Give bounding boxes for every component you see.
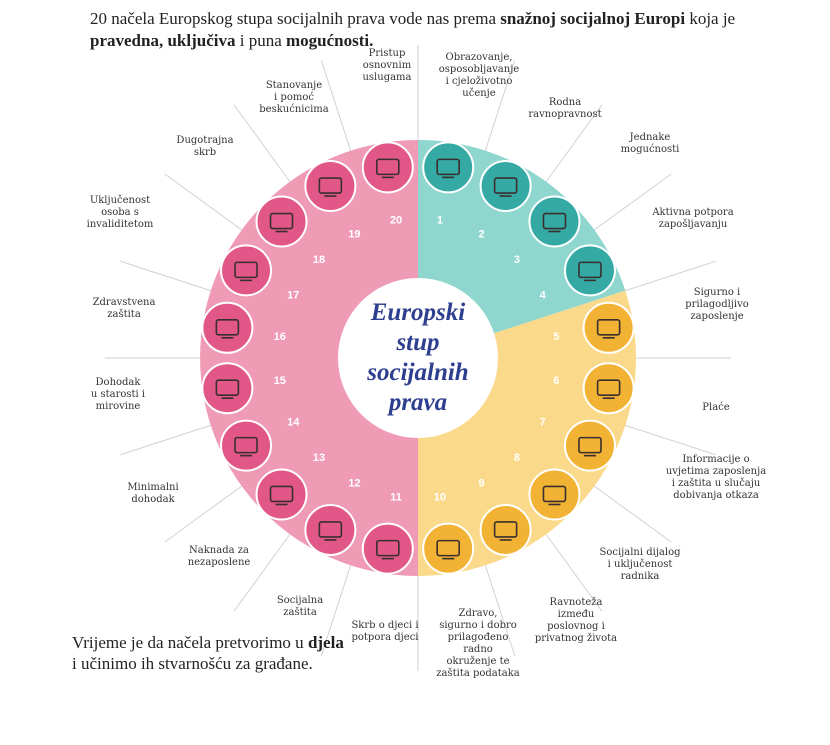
header-part: i puna bbox=[235, 31, 287, 50]
header-part: koja je bbox=[685, 9, 736, 28]
ray-line bbox=[590, 173, 672, 233]
principle-number: 9 bbox=[478, 478, 484, 490]
basic-services-icon bbox=[361, 141, 414, 194]
header-bold: snažnoj socijalnoj Europi bbox=[500, 9, 686, 28]
principle-label: Pristup osnovnim uslugama bbox=[362, 48, 411, 83]
ray-line bbox=[120, 423, 215, 456]
footer-part: Vrijeme je da načela pretvorimo u bbox=[72, 633, 308, 652]
ray-line bbox=[233, 104, 293, 186]
header-bold: mogućnosti. bbox=[286, 31, 374, 50]
principle-number: 7 bbox=[540, 417, 546, 429]
footer-part: i učinimo ih stvarnošću za građane. bbox=[72, 654, 313, 673]
principle-label: Plaće bbox=[702, 402, 729, 413]
safe-worker-icon bbox=[422, 522, 475, 575]
pension-document-icon bbox=[201, 362, 254, 415]
principle-number: 5 bbox=[553, 331, 559, 343]
ray-line bbox=[483, 60, 516, 155]
principle-label: Stanovanje i pomoć beskućnicima bbox=[259, 80, 328, 115]
child-care-icon bbox=[361, 522, 414, 575]
principle-number: 11 bbox=[390, 491, 402, 503]
minimum-income-icon bbox=[220, 419, 273, 472]
principle-number: 20 bbox=[390, 215, 402, 227]
principle-label: Dugotrajna skrb bbox=[176, 135, 233, 158]
principle-label: Ravnoteža između poslovnog i privatnog živo… bbox=[535, 597, 617, 644]
education-monitor-icon bbox=[422, 141, 475, 194]
ray-line bbox=[621, 260, 716, 293]
principle-number: 17 bbox=[287, 289, 299, 301]
ray-line bbox=[320, 60, 353, 155]
ray-line bbox=[320, 561, 353, 656]
principle-label: Sigurno i prilagodljivo zaposlenje bbox=[685, 287, 749, 322]
ray-line bbox=[233, 530, 293, 612]
principle-labels: Obrazovanje, osposobljavanje i cjeloživotn… bbox=[87, 48, 767, 679]
center-line: stup bbox=[395, 329, 439, 356]
footer-text: Vrijeme je da načela pretvorimo u djela … bbox=[72, 632, 352, 674]
health-kit-icon bbox=[201, 301, 254, 354]
header-text: 20 načela Europskog stupa socijalnih pra… bbox=[90, 8, 810, 52]
center-line: prava bbox=[387, 389, 447, 416]
principle-number: 3 bbox=[514, 254, 520, 266]
social-protection-icon bbox=[304, 503, 357, 556]
ray-line bbox=[164, 173, 246, 233]
footer-bold: djela bbox=[307, 633, 344, 652]
presentation-board-icon bbox=[563, 244, 616, 297]
handshake-icon bbox=[528, 468, 581, 521]
rays bbox=[105, 45, 731, 671]
principle-label: Aktivna potpora zapošljavanju bbox=[651, 207, 733, 230]
principle-number: 14 bbox=[287, 417, 300, 429]
principle-number: 2 bbox=[478, 228, 484, 240]
principle-label: Zdravo, sigurno i dobro prilagođeno radno ok… bbox=[436, 608, 520, 679]
gender-scales-icon bbox=[479, 160, 532, 213]
principle-label: Jednake mogućnosti bbox=[621, 132, 680, 155]
center-line: Europski bbox=[370, 299, 466, 326]
principle-label: Socijalna zaštita bbox=[277, 595, 323, 618]
center-line: socijalnih bbox=[366, 359, 468, 386]
work-life-icon bbox=[479, 503, 532, 556]
header-bold: pravedna, uključiva bbox=[90, 31, 236, 50]
principle-label: Minimalni dohodak bbox=[127, 482, 178, 505]
principle-label: Naknada za nezaposlene bbox=[188, 545, 251, 568]
equal-opportunities-icon bbox=[528, 195, 581, 248]
info-shield-icon bbox=[563, 419, 616, 472]
wheelchair-icon bbox=[220, 244, 273, 297]
ray-line bbox=[483, 561, 516, 656]
workers-icon bbox=[582, 301, 635, 354]
principle-label: Informacije o uvjetima zaposlenja i zaštit… bbox=[666, 454, 766, 501]
principle-number: 8 bbox=[514, 452, 520, 464]
principle-number: 13 bbox=[313, 452, 325, 464]
principle-number: 6 bbox=[553, 375, 559, 387]
center-title: Europski stup socijalnih prava bbox=[366, 299, 468, 416]
principle-label: Skrb o djeci i potpora djeci bbox=[351, 620, 418, 643]
ray-line bbox=[621, 423, 716, 456]
center-circle bbox=[338, 278, 498, 438]
principle-label: Rodna ravnopravnost bbox=[528, 97, 601, 120]
wage-growth-icon bbox=[582, 362, 635, 415]
principle-label: Dohodak u starosti i mirovine bbox=[91, 377, 145, 412]
housing-icon bbox=[304, 160, 357, 213]
unemployment-umbrella-icon bbox=[255, 468, 308, 521]
principle-label: Zdravstvena zaštita bbox=[93, 297, 156, 320]
ray-line bbox=[590, 483, 672, 543]
principle-number: 16 bbox=[274, 331, 286, 343]
principle-number: 12 bbox=[348, 478, 360, 490]
principle-label: Socijalni dijalog i uključenost radnika bbox=[599, 547, 681, 582]
principle-number: 1 bbox=[437, 215, 443, 227]
ray-line bbox=[120, 260, 215, 293]
principle-number: 18 bbox=[313, 254, 325, 266]
long-term-care-icon bbox=[255, 195, 308, 248]
icon-bubbles bbox=[201, 141, 635, 575]
ray-line bbox=[543, 530, 603, 612]
principle-number: 19 bbox=[348, 228, 360, 240]
principle-number: 15 bbox=[274, 375, 286, 387]
principle-label: Uključenost osoba s invaliditetom bbox=[87, 195, 154, 230]
ray-line bbox=[543, 104, 603, 186]
principle-label: Obrazovanje, osposobljavanje i cjeloživotn… bbox=[439, 52, 520, 99]
header-part: 20 načela Europskog stupa socijalnih pra… bbox=[90, 9, 501, 28]
principle-number: 10 bbox=[434, 491, 446, 503]
principle-number: 4 bbox=[540, 289, 547, 301]
ray-line bbox=[164, 483, 246, 543]
